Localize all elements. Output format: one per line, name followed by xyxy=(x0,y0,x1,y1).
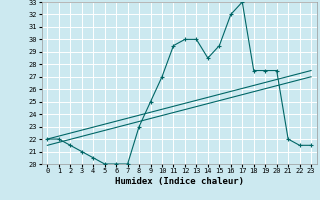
X-axis label: Humidex (Indice chaleur): Humidex (Indice chaleur) xyxy=(115,177,244,186)
